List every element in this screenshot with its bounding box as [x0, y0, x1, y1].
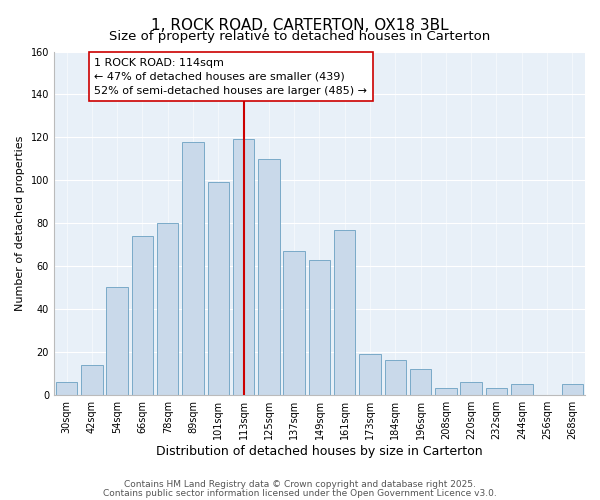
Bar	[131, 236, 153, 394]
Y-axis label: Number of detached properties: Number of detached properties	[15, 136, 25, 311]
Bar	[562, 384, 583, 394]
X-axis label: Distribution of detached houses by size in Carterton: Distribution of detached houses by size …	[156, 444, 483, 458]
Bar	[157, 223, 178, 394]
Bar	[56, 382, 77, 394]
Bar	[309, 260, 330, 394]
Bar	[385, 360, 406, 394]
Text: Contains HM Land Registry data © Crown copyright and database right 2025.: Contains HM Land Registry data © Crown c…	[124, 480, 476, 489]
Bar	[435, 388, 457, 394]
Bar	[283, 251, 305, 394]
Bar	[486, 388, 507, 394]
Bar	[182, 142, 204, 394]
Bar	[233, 140, 254, 394]
Text: Contains public sector information licensed under the Open Government Licence v3: Contains public sector information licen…	[103, 488, 497, 498]
Bar	[460, 382, 482, 394]
Bar	[359, 354, 381, 395]
Bar	[334, 230, 355, 394]
Bar	[410, 369, 431, 394]
Bar	[511, 384, 533, 394]
Text: 1 ROCK ROAD: 114sqm
← 47% of detached houses are smaller (439)
52% of semi-detac: 1 ROCK ROAD: 114sqm ← 47% of detached ho…	[94, 58, 367, 96]
Text: Size of property relative to detached houses in Carterton: Size of property relative to detached ho…	[109, 30, 491, 43]
Bar	[81, 364, 103, 394]
Bar	[106, 288, 128, 395]
Bar	[258, 159, 280, 394]
Bar	[208, 182, 229, 394]
Text: 1, ROCK ROAD, CARTERTON, OX18 3BL: 1, ROCK ROAD, CARTERTON, OX18 3BL	[151, 18, 449, 32]
